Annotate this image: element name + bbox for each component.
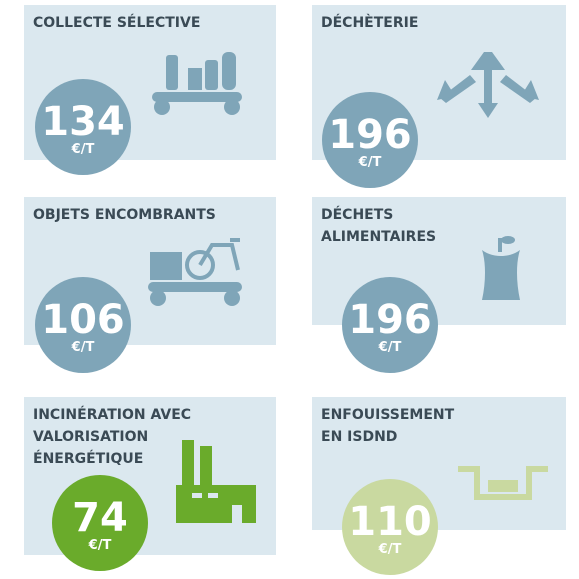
price-value: 110 [348, 499, 432, 545]
price-badge [35, 79, 131, 175]
icon-landfill [458, 466, 548, 500]
icon-factory [176, 440, 256, 523]
price-badge [342, 479, 438, 575]
tile-title: DÉCHETS [321, 206, 393, 223]
price-badge [35, 277, 131, 373]
tile-title: INCINÉRATION AVEC [33, 406, 191, 423]
icon-sorting [152, 52, 242, 115]
price-value: 74 [72, 495, 128, 541]
tile-title: DÉCHÈTERIE [321, 14, 418, 31]
price-unit: €/T [71, 142, 95, 157]
icon-arrows [437, 52, 539, 118]
price-unit: €/T [378, 542, 402, 557]
tile-title: VALORISATION [33, 429, 148, 445]
tile-title: COLLECTE SÉLECTIVE [33, 14, 200, 31]
price-unit: €/T [358, 155, 382, 170]
price-value: 106 [41, 297, 125, 343]
tile-title: ALIMENTAIRES [321, 229, 436, 245]
tile-title: ENFOUISSEMENT [321, 407, 455, 423]
price-unit: €/T [378, 340, 402, 355]
price-value: 196 [348, 297, 432, 343]
price-badge [342, 277, 438, 373]
icon-apple [482, 236, 520, 300]
tiles: COLLECTE SÉLECTIVE134€/TDÉCHÈTERIE196€/T… [24, 5, 566, 575]
price-badge [52, 475, 148, 571]
price-badge [322, 92, 418, 188]
price-value: 134 [41, 99, 125, 145]
tile-title: ÉNERGÉTIQUE [33, 450, 143, 467]
price-value: 196 [328, 112, 412, 158]
icons [148, 52, 548, 523]
tile-title: EN ISDND [321, 429, 397, 445]
tile-title: OBJETS ENCOMBRANTS [33, 207, 216, 223]
icon-bulky [148, 238, 242, 306]
price-unit: €/T [88, 538, 112, 553]
price-unit: €/T [71, 340, 95, 355]
